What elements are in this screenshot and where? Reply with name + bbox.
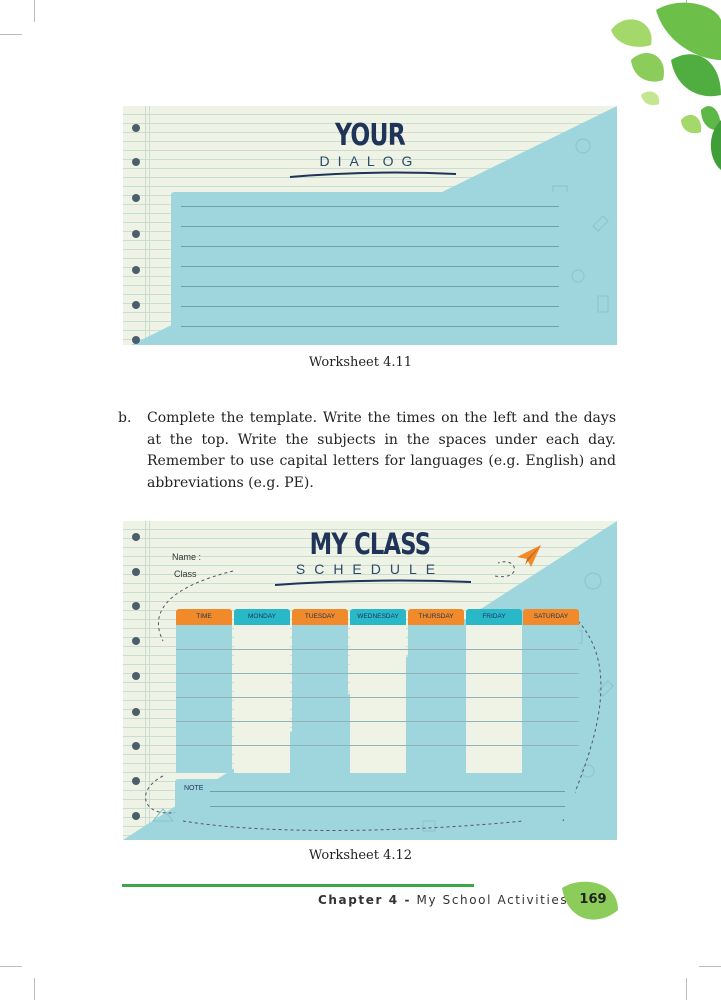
column-cells[interactable]	[176, 625, 232, 773]
page-number: 169	[579, 892, 607, 907]
chapter-footer: Chapter 4 - My School Activities	[318, 893, 568, 907]
binder-hole	[132, 568, 140, 576]
binder-hole	[132, 266, 140, 274]
binder-hole	[132, 124, 140, 132]
column-tuesday: TUESDAY	[292, 609, 348, 773]
writing-line	[181, 246, 559, 247]
leaves-decoration-icon	[611, 2, 721, 170]
binder-hole	[132, 194, 140, 202]
note-label: NOTE	[184, 785, 204, 792]
binder-hole	[132, 230, 140, 238]
writing-line	[181, 326, 559, 327]
worksheet-caption: Worksheet 4.12	[308, 848, 413, 863]
worksheet-subtitle: SCHEDULE	[295, 561, 445, 577]
column-header: MONDAY	[234, 609, 290, 625]
column-header: WEDNESDAY	[350, 609, 406, 625]
binder-hole	[132, 158, 140, 166]
column-header: TUESDAY	[292, 609, 348, 625]
page-number-leaf-icon	[562, 881, 618, 920]
binder-hole	[132, 533, 140, 541]
column-friday: FRIDAY	[466, 609, 522, 773]
column-cells[interactable]	[234, 625, 290, 773]
column-time: TIME	[176, 609, 232, 773]
dialog-writing-area[interactable]	[171, 192, 569, 345]
underline-swash	[274, 579, 472, 586]
note-area[interactable]: NOTE	[175, 779, 575, 817]
crop-mark	[34, 978, 35, 1000]
item-label: b.	[118, 410, 132, 426]
worksheet-title: YOUR	[335, 118, 406, 153]
column-wednesday: WEDNESDAY	[350, 609, 406, 773]
column-monday: MONDAY	[234, 609, 290, 773]
column-header: TIME	[176, 609, 232, 625]
crop-mark	[686, 978, 687, 1000]
column-cells[interactable]	[466, 625, 522, 773]
column-cells[interactable]	[523, 625, 579, 773]
row-divider	[176, 745, 579, 746]
footer-rule	[122, 884, 474, 887]
writing-line	[181, 226, 559, 227]
column-cells[interactable]	[408, 625, 464, 773]
binder-hole	[132, 708, 140, 716]
column-thursday: THURSDAY	[408, 609, 464, 773]
margin-line	[145, 521, 146, 840]
worksheet-subtitle: DIALOG	[319, 153, 421, 169]
row-divider	[176, 721, 579, 722]
margin-line	[145, 106, 146, 345]
binder-hole	[132, 777, 140, 785]
dialog-worksheet: YOUR DIALOG	[123, 106, 617, 345]
instruction-text: Complete the template. Write the times o…	[147, 410, 616, 491]
column-saturday: SATURDAY	[523, 609, 579, 773]
column-header: FRIDAY	[466, 609, 522, 625]
crop-mark	[0, 966, 22, 967]
row-divider	[176, 673, 579, 674]
row-divider	[176, 649, 579, 650]
writing-line	[210, 806, 565, 807]
binder-hole	[132, 336, 140, 344]
binder-hole	[132, 672, 140, 680]
writing-line	[181, 306, 559, 307]
crop-mark	[0, 34, 22, 35]
margin-line	[149, 106, 150, 345]
writing-line	[210, 791, 565, 792]
row-divider	[176, 697, 579, 698]
binder-hole	[132, 301, 140, 309]
column-header: SATURDAY	[523, 609, 579, 625]
binder-hole	[132, 812, 140, 820]
chapter-title: My School Activities	[416, 893, 569, 907]
instruction-paragraph: b. Complete the template. Write the time…	[118, 408, 616, 494]
underline-swash	[289, 171, 457, 178]
worksheet-caption: Worksheet 4.11	[308, 355, 413, 370]
binder-hole	[132, 637, 140, 645]
writing-line	[181, 286, 559, 287]
crop-mark	[34, 0, 35, 22]
worksheet-title: MY CLASS	[309, 527, 431, 561]
binder-hole	[132, 602, 140, 610]
column-cells[interactable]	[292, 625, 348, 773]
writing-line	[181, 266, 559, 267]
column-cells[interactable]	[350, 625, 406, 773]
chapter-number: Chapter 4 -	[318, 893, 412, 907]
name-label: Name :	[172, 552, 202, 562]
paper-plane-icon	[517, 545, 541, 567]
class-label: Class	[174, 569, 197, 579]
margin-line	[149, 521, 150, 840]
column-header: THURSDAY	[408, 609, 464, 625]
crop-mark	[699, 966, 721, 967]
binder-hole	[132, 742, 140, 750]
writing-line	[181, 206, 559, 207]
